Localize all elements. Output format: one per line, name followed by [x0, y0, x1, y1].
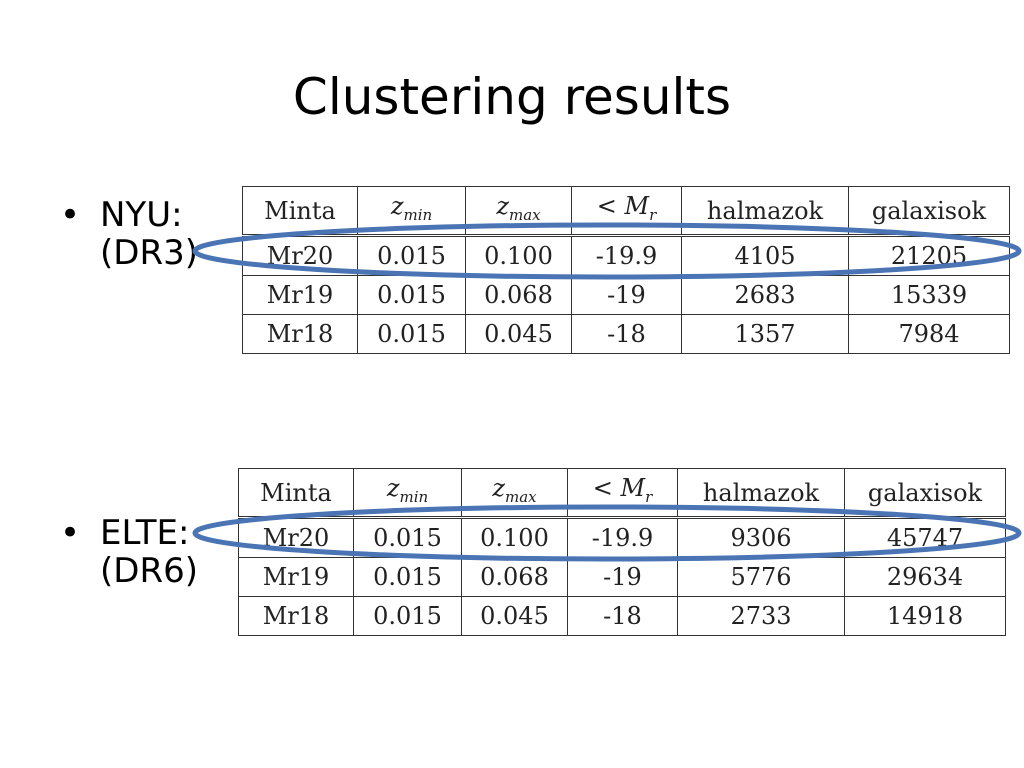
cell: 45747: [844, 516, 1006, 558]
elte-table: Minta zmin zmax < Mr halmazok galaxisok …: [238, 468, 1006, 636]
cell: 1357: [681, 314, 849, 354]
cell: 0.015: [353, 596, 462, 636]
bullet-nyu: • NYU: (DR3): [60, 195, 198, 273]
cell: 2733: [677, 596, 845, 636]
table-row: Mr18 0.015 0.045 -18 2733 14918: [238, 596, 1006, 636]
cell: -18: [567, 596, 678, 636]
cell: 0.015: [353, 516, 462, 558]
cell: 0.045: [465, 314, 572, 354]
cell: 0.015: [357, 275, 466, 315]
header-zmax: zmax: [465, 186, 572, 236]
cell: Mr18: [242, 314, 358, 354]
header-minta: Minta: [242, 186, 358, 236]
bullet-elte-line2: (DR6): [100, 551, 198, 591]
header-galaxisok: galaxisok: [848, 186, 1010, 236]
cell: 5776: [677, 557, 845, 597]
cell: 14918: [844, 596, 1006, 636]
cell: 0.015: [353, 557, 462, 597]
bullet-dot: •: [60, 513, 81, 553]
cell: 0.100: [461, 516, 568, 558]
slide-title: Clustering results: [292, 68, 732, 126]
table-header-row: Minta zmin zmax < Mr halmazok galaxisok: [242, 186, 1010, 236]
cell: 9306: [677, 516, 845, 558]
cell: -19.9: [571, 234, 682, 276]
cell: 0.015: [357, 314, 466, 354]
table-header-row: Minta zmin zmax < Mr halmazok galaxisok: [238, 468, 1006, 518]
table-row: Mr19 0.015 0.068 -19 5776 29634: [238, 557, 1006, 597]
bullet-nyu-line1: NYU:: [100, 195, 183, 235]
cell: 7984: [848, 314, 1010, 354]
header-galaxisok: galaxisok: [844, 468, 1006, 518]
header-minta: Minta: [238, 468, 354, 518]
cell: Mr20: [238, 516, 354, 558]
table-row: Mr20 0.015 0.100 -19.9 4105 21205: [242, 234, 1010, 276]
header-zmax: zmax: [461, 468, 568, 518]
header-zmin: zmin: [357, 186, 466, 236]
bullet-nyu-line2: (DR3): [100, 233, 198, 273]
cell: Mr18: [238, 596, 354, 636]
table-row: Mr18 0.015 0.045 -18 1357 7984: [242, 314, 1010, 354]
cell: Mr19: [238, 557, 354, 597]
cell: -19.9: [567, 516, 678, 558]
cell: 21205: [848, 234, 1010, 276]
cell: 15339: [848, 275, 1010, 315]
bullet-elte: • ELTE: (DR6): [60, 513, 198, 591]
table-row: Mr19 0.015 0.068 -19 2683 15339: [242, 275, 1010, 315]
header-zmin: zmin: [353, 468, 462, 518]
cell: 0.068: [465, 275, 572, 315]
cell: -19: [567, 557, 678, 597]
cell: 0.015: [357, 234, 466, 276]
nyu-table: Minta zmin zmax < Mr halmazok galaxisok …: [242, 186, 1010, 354]
header-halmazok: halmazok: [681, 186, 849, 236]
cell: Mr19: [242, 275, 358, 315]
cell: 0.045: [461, 596, 568, 636]
cell: 4105: [681, 234, 849, 276]
table-row: Mr20 0.015 0.100 -19.9 9306 45747: [238, 516, 1006, 558]
cell: 0.100: [465, 234, 572, 276]
bullet-elte-line1: ELTE:: [100, 513, 190, 553]
cell: 2683: [681, 275, 849, 315]
cell: -18: [571, 314, 682, 354]
cell: -19: [571, 275, 682, 315]
header-halmazok: halmazok: [677, 468, 845, 518]
cell: 0.068: [461, 557, 568, 597]
cell: 29634: [844, 557, 1006, 597]
header-mr: < Mr: [571, 186, 682, 236]
bullet-dot: •: [60, 195, 81, 235]
header-mr: < Mr: [567, 468, 678, 518]
cell: Mr20: [242, 234, 358, 276]
